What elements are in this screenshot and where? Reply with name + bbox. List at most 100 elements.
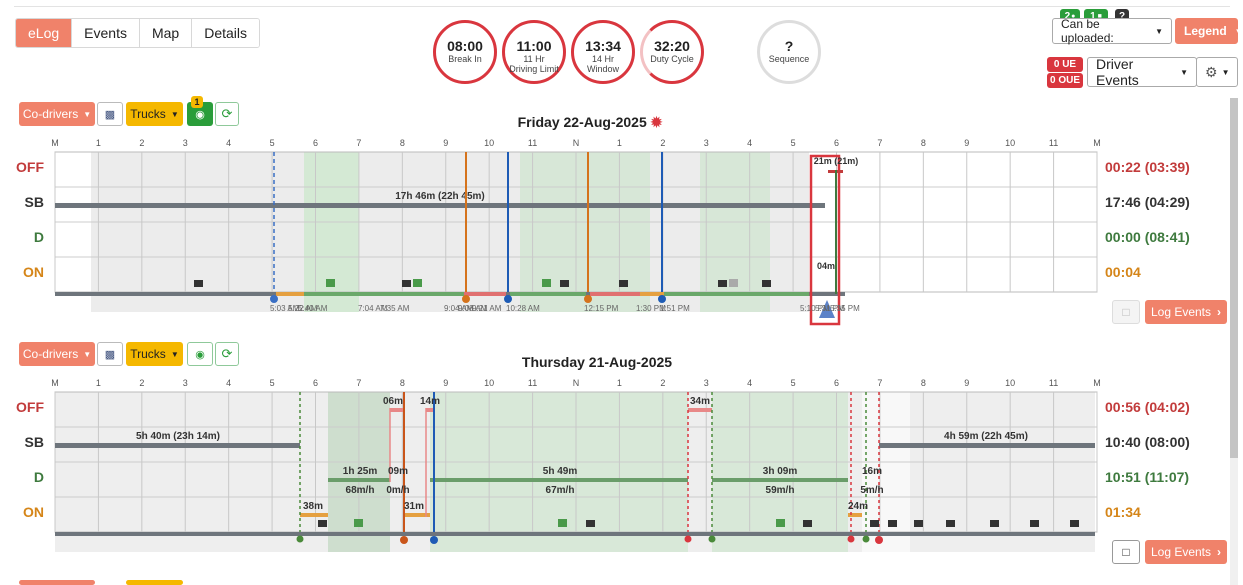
event-marker[interactable]: [462, 295, 470, 303]
scrollbar-thumb[interactable]: [1230, 98, 1238, 458]
log-events-button[interactable]: Log Events ›: [1145, 540, 1227, 564]
legend-button[interactable]: Legend ▼: [1175, 18, 1243, 44]
unit-button[interactable]: ◉: [187, 342, 213, 366]
camera-icon[interactable]: [870, 520, 879, 527]
unit-badge-count: 1: [194, 97, 200, 107]
event-marker[interactable]: [708, 535, 716, 543]
camera-icon[interactable]: [803, 520, 812, 527]
hour-label: 2: [139, 138, 144, 148]
truck-icon[interactable]: [542, 279, 551, 287]
trucks-button[interactable]: Trucks ▼: [126, 102, 183, 126]
comment-button[interactable]: □: [1112, 540, 1140, 564]
time-label: 5:35 PM: [830, 304, 860, 313]
camera-icon[interactable]: [1070, 520, 1079, 527]
refresh-button[interactable]: ⟳: [215, 102, 239, 126]
camera-icon[interactable]: [888, 520, 897, 527]
hour-label: 10: [1005, 138, 1015, 148]
truck-button[interactable]: ▩: [97, 102, 123, 126]
tab-events[interactable]: Events: [72, 19, 140, 47]
clock-time: 13:34: [585, 38, 621, 54]
codrivers-button[interactable]: Co-drivers ▼: [19, 342, 95, 366]
event-marker[interactable]: [847, 535, 855, 543]
codrivers-button[interactable]: Co-drivers ▼: [19, 102, 95, 126]
camera-icon[interactable]: [1030, 520, 1039, 527]
camera-icon[interactable]: [762, 280, 771, 287]
clock-time: ?: [784, 38, 794, 54]
chart-annotation: 38m: [303, 501, 323, 512]
log-events-label: Log Events: [1150, 545, 1212, 559]
trucks-label: Trucks: [130, 107, 166, 121]
oue-badge: 0 OUE: [1047, 73, 1083, 88]
comment-button[interactable]: □: [1112, 300, 1140, 324]
settings-dropdown[interactable]: ⚙ ▼: [1196, 57, 1238, 87]
event-marker[interactable]: [684, 535, 692, 543]
event-bar-segment: [590, 292, 640, 296]
log-events-button[interactable]: Log Events ›: [1145, 300, 1227, 324]
driver-events-dropdown[interactable]: Driver Events ▼: [1087, 56, 1197, 88]
trucks-button[interactable]: [126, 580, 183, 585]
camera-icon[interactable]: [619, 280, 628, 287]
camera-icon[interactable]: [318, 520, 327, 527]
truck-icon[interactable]: [776, 519, 785, 527]
trucks-button[interactable]: Trucks ▼: [126, 342, 183, 366]
legend-label: Legend: [1184, 24, 1227, 38]
duty-cycle-clock[interactable]: 32:20 Duty Cycle: [640, 20, 704, 84]
truck-icon[interactable]: [413, 279, 422, 287]
camera-icon[interactable]: [718, 280, 727, 287]
truck-icon[interactable]: [326, 279, 335, 287]
time-label: 5:03 AM: [270, 304, 300, 313]
hour-label: 1: [617, 378, 622, 388]
camera-icon[interactable]: [990, 520, 999, 527]
event-marker[interactable]: [504, 295, 512, 303]
truck-icon: ▩: [104, 108, 116, 121]
window-clock[interactable]: 13:34 14 Hr Window: [571, 20, 635, 84]
log-events-label: Log Events: [1150, 305, 1212, 319]
sequence-clock[interactable]: ? Sequence: [757, 20, 821, 84]
event-marker[interactable]: [270, 295, 278, 303]
total-off: 00:22 (03:39): [1105, 159, 1190, 175]
camera-icon[interactable]: [402, 280, 411, 287]
camera-icon[interactable]: [560, 280, 569, 287]
camera-icon[interactable]: [586, 520, 595, 527]
current-segment-box[interactable]: [809, 154, 841, 326]
hour-label: 10: [1005, 378, 1015, 388]
clock-label: 14 Hr: [591, 54, 614, 64]
camera-icon[interactable]: [194, 280, 203, 287]
day-chart-friday[interactable]: M 1 2 3 4 5 6 7 8 9 10 11 N 1 2 3 4 5 6 7 8 9 10 11 M 17h 46m (2…: [0, 134, 1110, 330]
tab-details[interactable]: Details: [192, 19, 259, 47]
event-marker[interactable]: [875, 536, 883, 544]
tab-map[interactable]: Map: [139, 19, 193, 47]
camera-icon[interactable]: [914, 520, 923, 527]
total-off: 00:56 (04:02): [1105, 399, 1190, 415]
hour-label: 11: [1049, 138, 1058, 148]
event-marker[interactable]: [584, 295, 592, 303]
time-label: 7:04 AM: [358, 304, 388, 313]
event-marker[interactable]: [400, 536, 408, 544]
tab-elog[interactable]: eLog: [16, 19, 73, 47]
event-bar-segment: [464, 292, 506, 296]
position-marker-icon[interactable]: [819, 300, 835, 318]
truck-icon[interactable]: [729, 279, 738, 287]
refresh-icon: ⟳: [221, 346, 233, 361]
event-marker[interactable]: [430, 536, 438, 544]
truck-icon[interactable]: [354, 519, 363, 527]
upload-dropdown[interactable]: Can be uploaded: ▼: [1052, 17, 1172, 45]
hour-label: M: [1093, 138, 1101, 148]
truck-icon[interactable]: [558, 519, 567, 527]
camera-icon[interactable]: [946, 520, 955, 527]
hour-label: 2: [660, 138, 665, 148]
chart-annotation: 0m/h: [386, 485, 409, 496]
truck-button[interactable]: ▩: [97, 342, 123, 366]
break-clock[interactable]: 08:00 Break In: [433, 20, 497, 84]
event-marker[interactable]: [658, 295, 666, 303]
event-marker[interactable]: [296, 535, 304, 543]
hour-label: 7: [356, 138, 361, 148]
codrivers-button[interactable]: [19, 580, 95, 585]
event-marker[interactable]: [862, 535, 870, 543]
day-chart-thursday[interactable]: M 1 2 3 4 5 6 7 8 9 10 11 N 1 2 3 4 5 6 7 8 9 10 11 M: [0, 374, 1110, 564]
driving-limit-clock[interactable]: 11:00 11 Hr Driving Limit: [502, 20, 566, 84]
upload-label: Can be uploaded:: [1061, 17, 1114, 45]
chevron-down-icon: ▼: [1221, 67, 1230, 77]
refresh-button[interactable]: ⟳: [215, 342, 239, 366]
chart-annotation: 04m: [817, 261, 835, 271]
